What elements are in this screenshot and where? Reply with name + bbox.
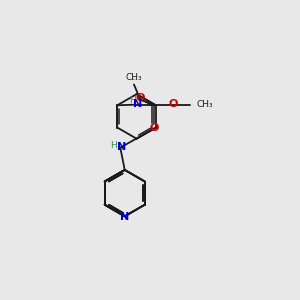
Text: CH₃: CH₃ — [197, 100, 214, 109]
Text: O: O — [132, 78, 133, 79]
Text: H: H — [110, 141, 117, 150]
Text: methyl: methyl — [133, 79, 138, 80]
Text: N: N — [133, 99, 142, 109]
Text: O: O — [150, 123, 159, 133]
Text: CH₃: CH₃ — [126, 73, 142, 82]
Text: N: N — [120, 212, 129, 222]
Text: N: N — [117, 142, 126, 152]
Text: O: O — [169, 99, 178, 109]
Text: O: O — [135, 93, 145, 103]
Text: H: H — [129, 96, 136, 105]
